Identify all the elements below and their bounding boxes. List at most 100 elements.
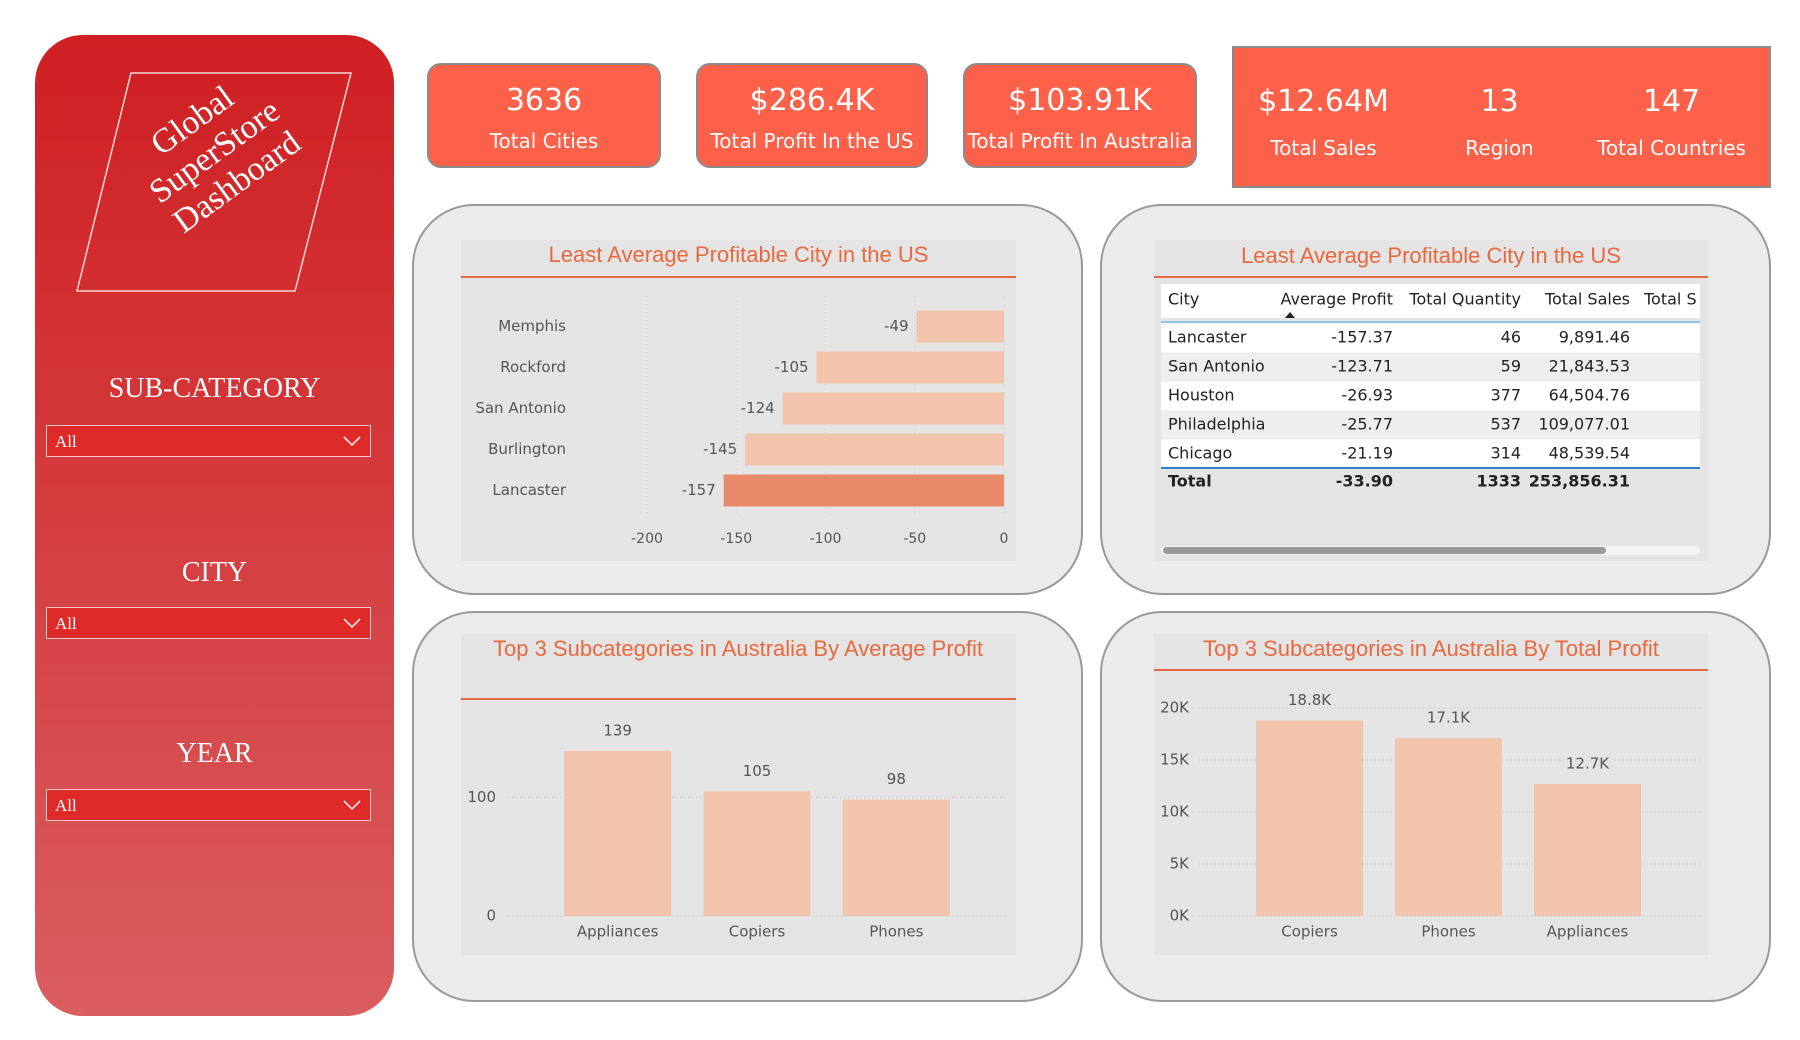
bar <box>842 799 950 916</box>
chevron <box>343 800 361 811</box>
x-tick-label: Appliances <box>1547 923 1629 941</box>
kpi-label: Total Profit In Australia <box>967 129 1193 153</box>
chart-title: Least Average Profitable City in the US <box>548 242 929 267</box>
chart-title: Top 3 Subcategories in Australia By Aver… <box>493 636 983 661</box>
table-cell: -21.19 <box>1341 444 1393 463</box>
x-tick-label: Phones <box>1421 923 1475 941</box>
total-cell: 1333 <box>1476 472 1521 491</box>
table-cell: 48,539.54 <box>1549 444 1630 463</box>
summary-item: $12.64M Total Sales <box>1234 48 1413 186</box>
summary-card: $12.64M Total Sales 13 Region 147 Total … <box>1232 46 1771 188</box>
bar <box>703 791 811 916</box>
table-row <box>1161 323 1700 353</box>
bar <box>816 351 1004 384</box>
y-tick-label: 0 <box>486 907 496 925</box>
chevron <box>343 436 361 447</box>
column-header: Total S <box>1643 290 1697 309</box>
table-row <box>1161 410 1700 440</box>
chart-panel: Top 3 Subcategories in Australia By Aver… <box>412 611 1083 1002</box>
table-cell: Lancaster <box>1168 328 1247 347</box>
y-tick-label: Memphis <box>498 317 566 335</box>
x-tick-label: Phones <box>869 923 923 941</box>
x-tick-label: Appliances <box>577 923 659 941</box>
table-cell: -26.93 <box>1341 386 1393 405</box>
title-underline <box>1154 276 1708 278</box>
chart-panel: Least Average Profitable City in the US … <box>412 204 1083 595</box>
y-tick-label: 0K <box>1170 907 1191 925</box>
table-cell: -25.77 <box>1341 415 1393 434</box>
table-cell: 109,077.01 <box>1538 415 1630 434</box>
data-label: 17.1K <box>1427 709 1471 727</box>
table-cell: Chicago <box>1168 444 1232 463</box>
data-label: -145 <box>703 440 737 458</box>
table-cell: 314 <box>1490 444 1521 463</box>
table-cell: 46 <box>1501 328 1521 347</box>
table-cell: 537 <box>1490 415 1521 434</box>
data-label: -105 <box>775 358 809 376</box>
table-title: Least Average Profitable City in the US <box>1241 243 1621 268</box>
total-cell: -33.90 <box>1336 472 1393 491</box>
table-row <box>1161 352 1700 382</box>
y-tick-label: Burlington <box>488 440 566 458</box>
bar <box>782 392 1004 425</box>
table-body: City Average Profit Total Quantity Total Sa… <box>1161 284 1700 491</box>
column-header: City <box>1168 290 1199 309</box>
bar <box>1395 738 1502 916</box>
data-label: -124 <box>741 399 775 417</box>
title-underline <box>461 276 1016 278</box>
kpi-card: $286.4K Total Profit In the US <box>696 63 928 168</box>
filter-value: All <box>55 614 77 633</box>
filter-dropdown[interactable]: All <box>46 789 371 821</box>
kpi-label: Total Cities <box>489 129 599 153</box>
filter-dropdown[interactable]: All <box>46 607 371 639</box>
data-label: 12.7K <box>1566 754 1610 772</box>
bar <box>1256 720 1363 916</box>
y-tick-label: Rockford <box>500 358 566 376</box>
y-tick-label: 100 <box>467 788 496 806</box>
kpi-label: Total Sales <box>1270 136 1377 160</box>
scrollbar-thumb <box>1163 547 1606 554</box>
x-tick-label: -100 <box>810 531 842 547</box>
kpi-value: 3636 <box>505 83 583 118</box>
kpi-card: 3636 Total Cities <box>427 63 661 168</box>
logo-border <box>76 72 352 292</box>
kpi-card: $103.91K Total Profit In Australia <box>963 63 1197 168</box>
table-cell: 21,843.53 <box>1549 357 1630 376</box>
title-underline <box>461 698 1016 700</box>
data-label: 98 <box>887 770 906 788</box>
title-underline <box>1154 669 1708 671</box>
table-cell: San Antonio <box>1168 357 1265 376</box>
kpi-value: $103.91K <box>1008 83 1152 118</box>
table-cell: Philadelphia <box>1168 415 1265 434</box>
table-panel: Least Average Profitable City in the US … <box>1100 204 1771 595</box>
filter-label: YEAR <box>176 738 253 769</box>
total-cell: Total <box>1168 472 1212 491</box>
kpi-value: $286.4K <box>749 83 875 118</box>
table-row <box>1161 439 1700 469</box>
y-tick-label: 5K <box>1170 855 1191 873</box>
chevron <box>343 618 361 629</box>
sidebar: Global SuperStore Dashboard SUB-CATEGORY… <box>35 35 394 1016</box>
kpi-value: 147 <box>1642 84 1701 119</box>
chart: 0 100 139 Appliances 105 Copiers 98 Phones <box>467 721 1007 941</box>
y-tick-label: 10K <box>1160 803 1190 821</box>
table-cell: -123.71 <box>1331 357 1393 376</box>
bar <box>723 474 1004 507</box>
data-label: 18.8K <box>1288 691 1332 709</box>
filter-label: CITY <box>181 557 248 588</box>
filter-dropdown[interactable]: All <box>46 425 371 457</box>
x-tick-label: Copiers <box>1281 923 1338 941</box>
column-header: Total Sales <box>1544 290 1630 309</box>
bar <box>1534 783 1641 916</box>
bar <box>745 433 1004 466</box>
kpi-label: Total Countries <box>1597 136 1746 160</box>
y-tick-label: Lancaster <box>492 481 566 499</box>
table: City Average Profit Total Quantity Total Sa… <box>1161 284 1700 555</box>
total-cell: 253,856.31 <box>1529 472 1630 491</box>
table-cell: Houston <box>1168 386 1235 405</box>
chart: 0K 5K 10K 15K 20K 18.8K Copiers 17.1K Phones 12.7… <box>1160 691 1702 941</box>
x-tick-label: Copiers <box>729 923 786 941</box>
x-tick-label: -50 <box>903 531 926 547</box>
filter-label: SUB-CATEGORY <box>108 373 321 404</box>
